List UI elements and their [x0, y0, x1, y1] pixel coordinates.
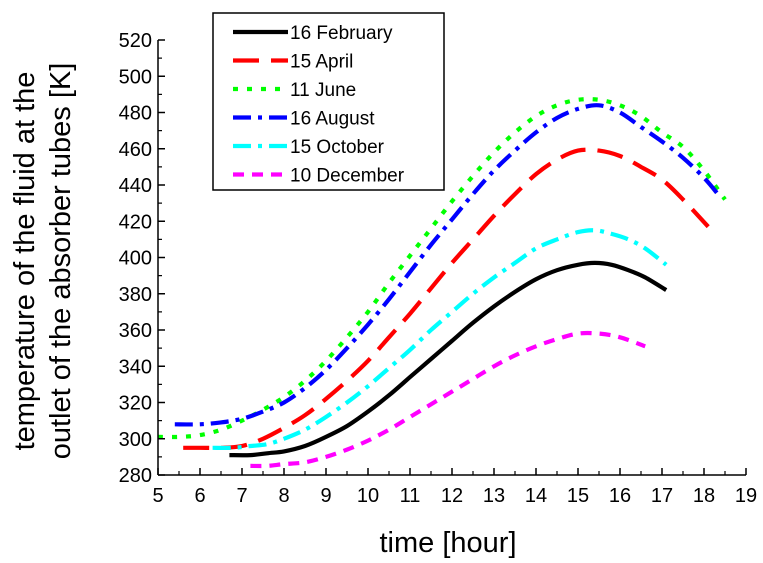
x-tick-label: 18: [693, 485, 715, 507]
legend-label-1: 16 February: [290, 23, 393, 44]
x-tick-label: 10: [357, 485, 379, 507]
x-tick-label: 5: [152, 485, 163, 507]
y-tick-label: 360: [119, 320, 152, 342]
x-tick-label: 15: [567, 485, 589, 507]
y-tick-label: 460: [119, 139, 152, 161]
series-layer: [157, 97, 727, 469]
x-tick-label: 6: [194, 485, 205, 507]
x-tick-label: 12: [441, 485, 463, 507]
y-tick-label: 400: [119, 248, 152, 270]
y-tick-label: 500: [119, 66, 152, 88]
x-tick-label: 9: [320, 485, 331, 507]
x-tick-label: 13: [483, 485, 505, 507]
y-tick-label: 440: [119, 175, 152, 197]
x-tick-label: 11: [400, 485, 421, 507]
y-tick-label: 420: [119, 211, 152, 233]
axes: 5 6 7 8 9 10 11 12 13 14 15 16 17 18 19 280 300 320 340 360…: [119, 30, 758, 507]
y-axis-title-line-1: temperature of the fluid at the: [9, 72, 41, 451]
y-tick-label: 280: [119, 465, 152, 487]
x-tick-label: 14: [525, 485, 547, 507]
x-tick-label: 7: [236, 485, 247, 507]
y-tick-label: 320: [119, 393, 152, 415]
legend-label-6: 10 December: [290, 166, 405, 187]
legend-label-5: 15 October: [290, 137, 385, 158]
x-tick-label: 17: [651, 485, 673, 507]
legend-box: [212, 12, 445, 191]
y-tick-label: 300: [119, 429, 152, 451]
x-tick-label: 8: [278, 485, 289, 507]
x-axis-title: time [hour]: [380, 527, 517, 559]
y-tick-label: 520: [119, 30, 152, 52]
series-line-2: [183, 147, 710, 451]
legend-label-3: 11 June: [290, 80, 356, 101]
series-line-1: [229, 260, 668, 458]
x-tick-label: 16: [609, 485, 631, 507]
series-line-4: [174, 103, 723, 427]
y-tick-label: 480: [119, 103, 152, 125]
legend-label-2: 15 April: [290, 52, 353, 73]
y-axis-title-line-2: outlet of the absorber tubes [K]: [45, 63, 77, 460]
y-tick-label: 340: [119, 356, 152, 378]
legend-label-4: 16 August: [290, 109, 375, 130]
legend: 16 February 15 April 11 June 16 August 15 Oc…: [212, 12, 445, 191]
x-tick-label: 19: [735, 485, 757, 507]
y-axis-title: temperature of the fluid at the outlet o…: [9, 63, 77, 460]
y-tick-label: 380: [119, 284, 152, 306]
